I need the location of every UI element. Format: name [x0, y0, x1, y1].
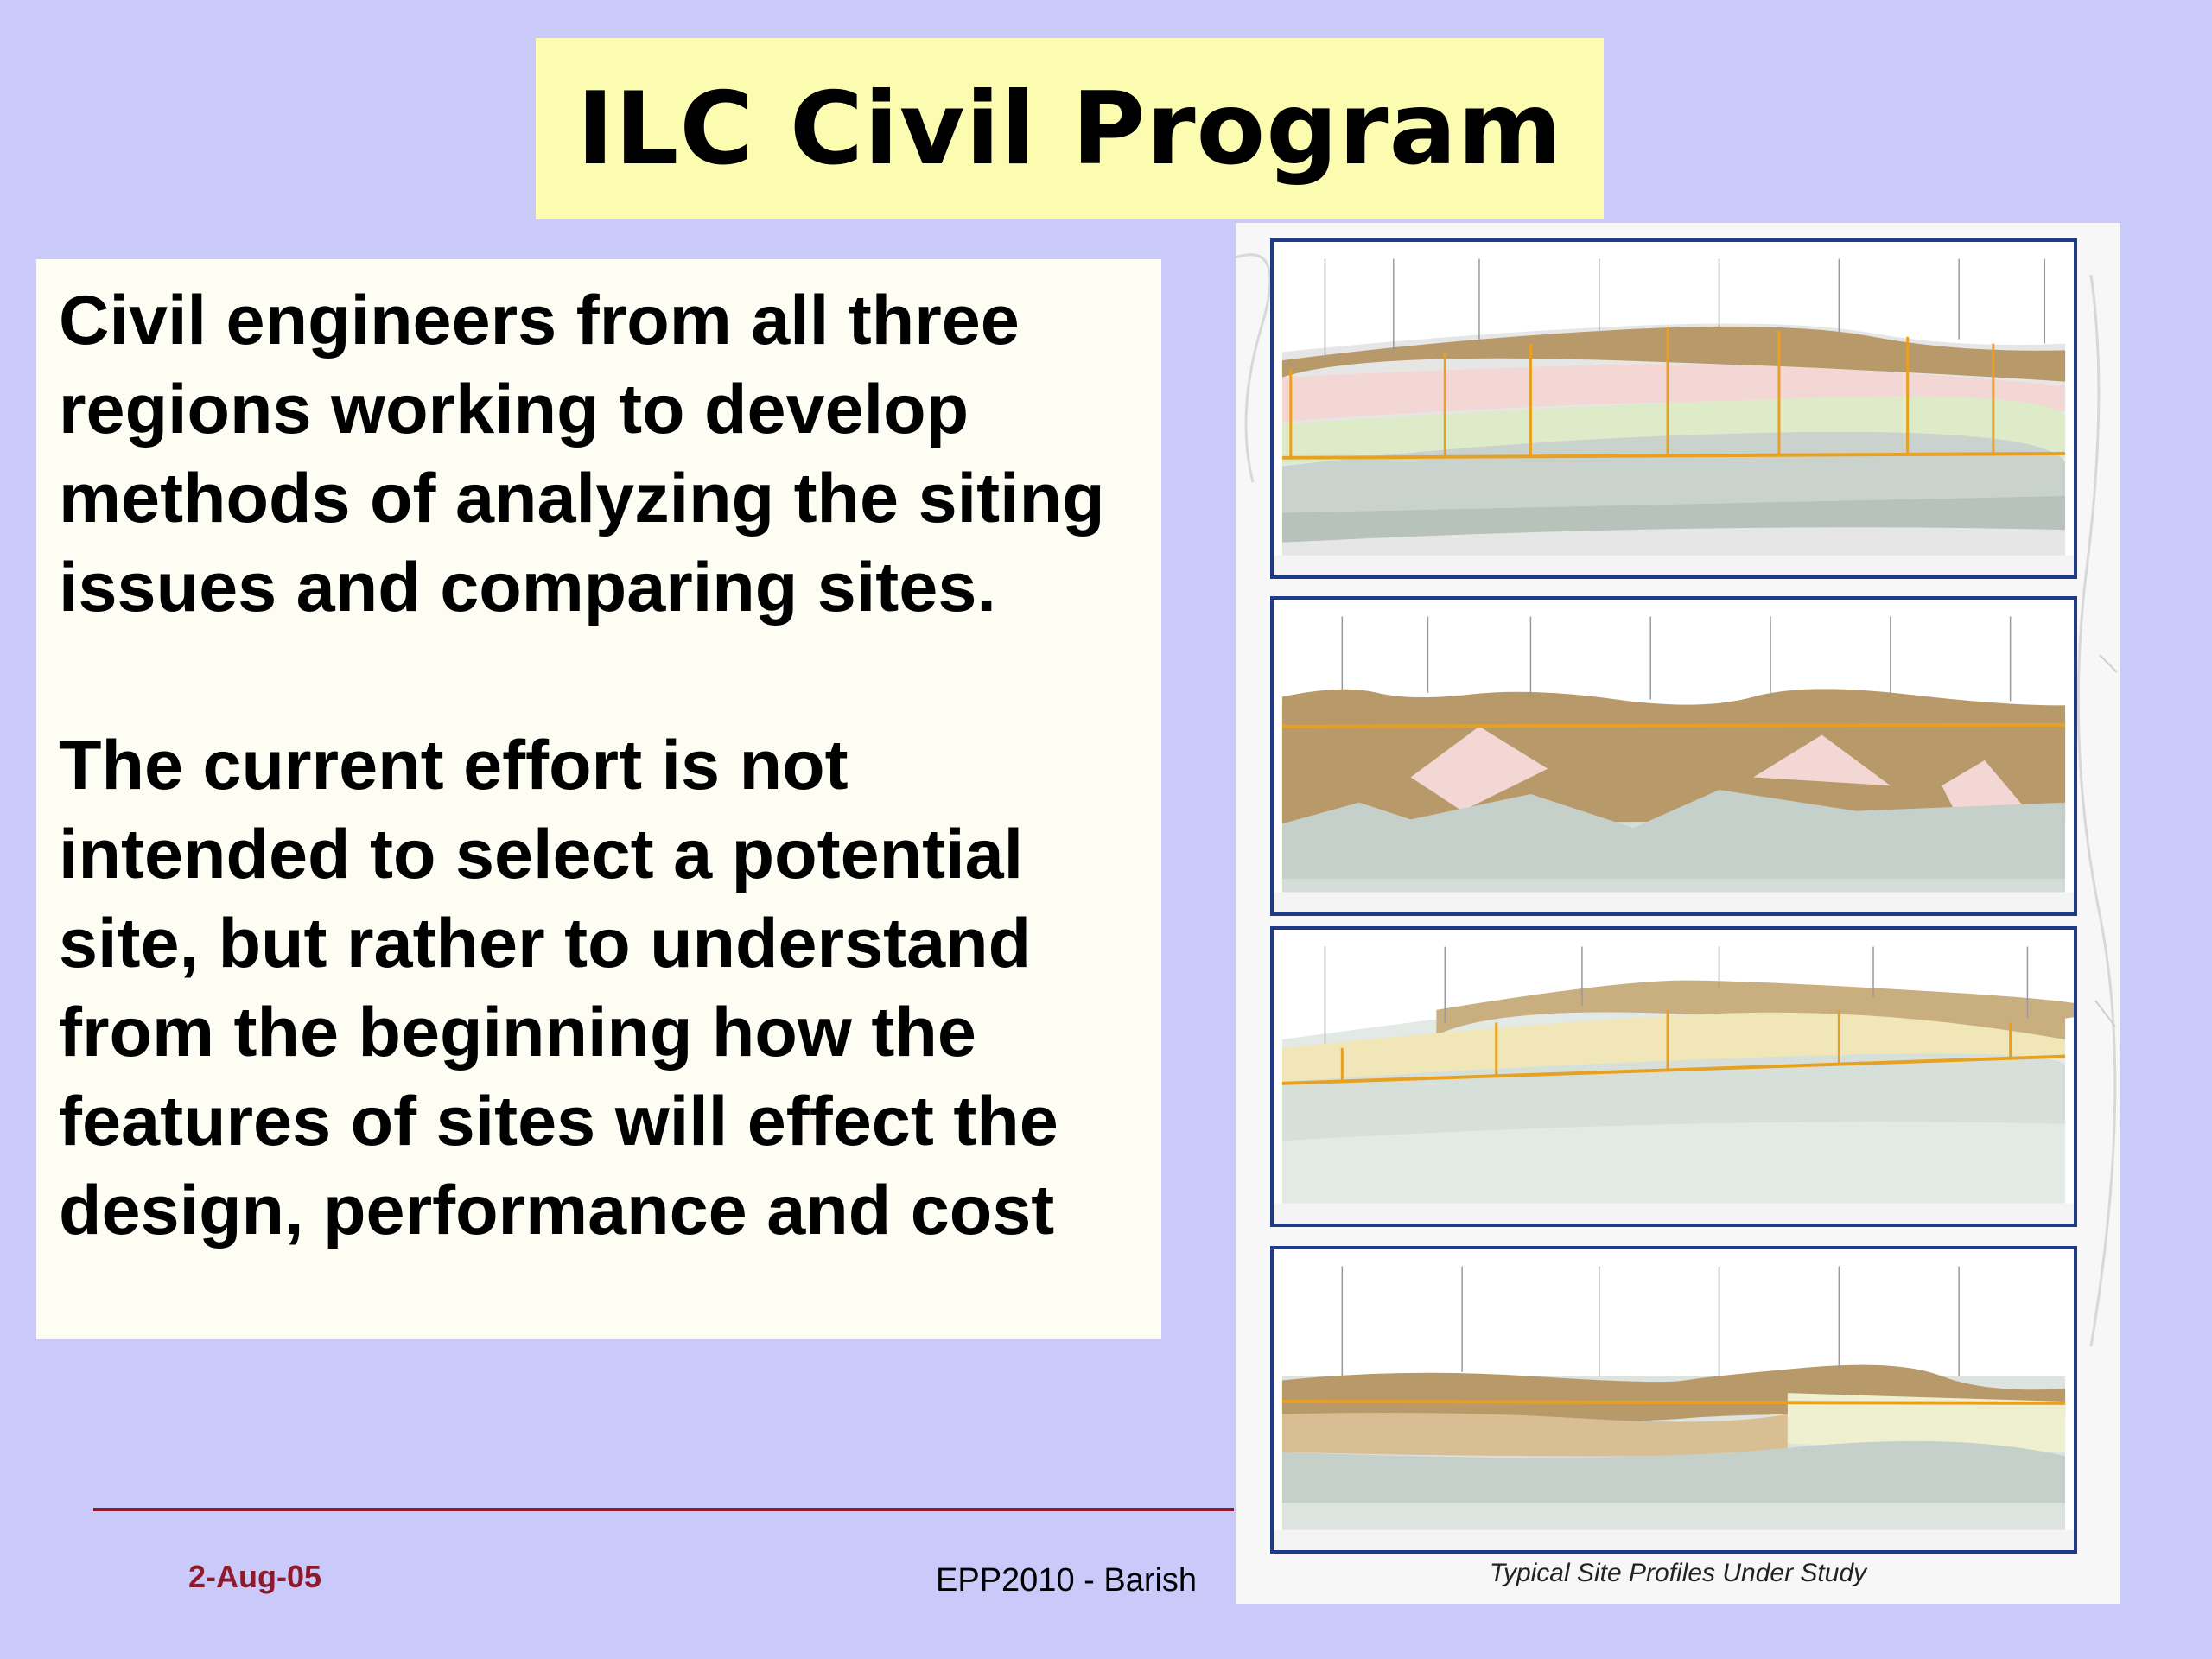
- slide-title: ILC Civil Program: [576, 70, 1563, 188]
- site-profile-4: [1270, 1246, 2077, 1554]
- paragraph-1: Civil engineers from all three regions w…: [59, 282, 1105, 626]
- site-profile-1: [1270, 238, 2077, 579]
- footer-date: 2-Aug-05: [188, 1559, 322, 1594]
- site-profile-2: [1270, 596, 2077, 916]
- paragraph-2: The current effort is not intended to se…: [59, 727, 1058, 1249]
- site-profile-3: [1270, 926, 2077, 1227]
- figure-caption: Typical Site Profiles Under Study: [1489, 1559, 1867, 1587]
- title-box: ILC Civil Program: [536, 38, 1604, 219]
- footer-divider: [93, 1508, 1234, 1511]
- body-text-box: Civil engineers from all three regions w…: [36, 259, 1161, 1339]
- site-profiles-figure: Typical Site Profiles Under Study: [1236, 223, 2120, 1604]
- footer-presenter: EPP2010 - Barish: [936, 1562, 1198, 1599]
